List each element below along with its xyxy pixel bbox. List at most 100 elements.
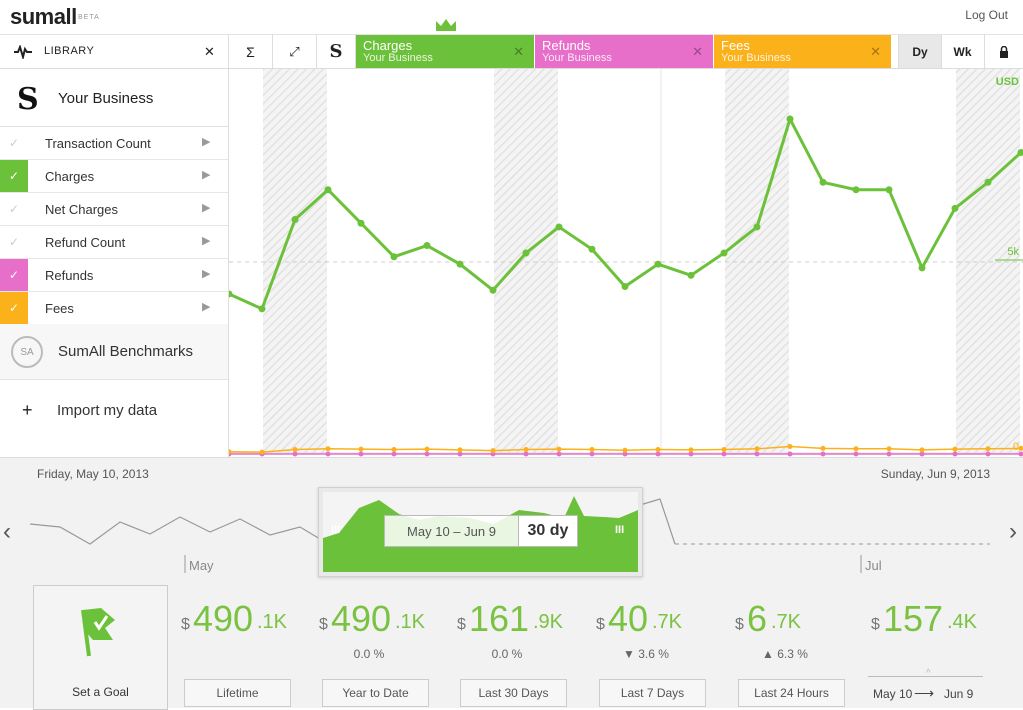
data-point[interactable] [590,447,595,452]
benchmarks-row[interactable]: SA SumAll Benchmarks [0,324,228,380]
data-point[interactable] [524,452,529,457]
data-point[interactable] [590,452,595,457]
data-point[interactable] [656,452,661,457]
check-icon[interactable]: ✓ [0,193,28,225]
data-point[interactable] [425,452,430,457]
data-point[interactable] [755,452,760,457]
check-icon[interactable]: ✓ [0,259,28,291]
data-point[interactable] [326,452,331,457]
goal-card[interactable]: Set a Goal [33,585,168,710]
data-point[interactable] [986,452,991,457]
data-point[interactable] [887,446,892,451]
data-point[interactable] [623,448,628,453]
logout-link[interactable]: Log Out [965,8,1008,22]
data-point[interactable] [458,447,463,452]
data-point[interactable] [392,452,397,457]
data-point[interactable] [787,116,794,123]
close-icon[interactable]: ✕ [870,44,881,60]
tab-fees[interactable]: Fees Your Business ✕ [714,35,891,68]
trend-button[interactable]: ⤢ [273,35,317,68]
data-point[interactable] [688,272,695,279]
timeline-next-arrow[interactable]: › [1009,518,1017,546]
data-point[interactable] [359,452,364,457]
check-icon[interactable]: ✓ [0,160,28,192]
data-point[interactable] [391,253,398,260]
library-bar[interactable]: LIBRARY ✕ [0,35,229,68]
day-button[interactable]: Dy [898,35,942,68]
data-point[interactable] [524,447,529,452]
data-point[interactable] [523,250,530,257]
data-point[interactable] [425,447,430,452]
data-point[interactable] [854,446,859,451]
range-to[interactable]: Jun 9 [944,687,973,701]
data-point[interactable] [689,447,694,452]
data-point[interactable] [854,452,859,457]
data-point[interactable] [358,220,365,227]
sidebar-item-charges[interactable]: ✓Charges▶ [0,160,228,193]
data-point[interactable] [985,179,992,186]
data-point[interactable] [754,223,761,230]
data-point[interactable] [953,452,958,457]
period-button[interactable]: Lifetime [184,679,291,707]
sidebar-item-transaction-count[interactable]: ✓Transaction Count▶ [0,127,228,160]
data-point[interactable] [986,446,991,451]
data-point[interactable] [755,446,760,451]
data-point[interactable] [622,283,629,290]
check-icon[interactable]: ✓ [0,127,28,159]
data-point[interactable] [556,223,563,230]
data-point[interactable] [788,452,793,457]
sidebar-item-refunds[interactable]: ✓Refunds▶ [0,259,228,292]
data-point[interactable] [359,447,364,452]
close-icon[interactable]: ✕ [692,44,703,60]
period-button[interactable]: Last 7 Days [599,679,706,707]
period-button[interactable]: Year to Date [322,679,429,707]
data-point[interactable] [821,446,826,451]
data-point[interactable] [722,452,727,457]
data-point[interactable] [788,444,793,449]
data-point[interactable] [260,450,265,455]
data-point[interactable] [424,242,431,249]
data-point[interactable] [655,261,662,268]
period-button[interactable]: Last 30 Days [460,679,567,707]
drag-handle-right[interactable]: III [615,524,624,536]
check-icon[interactable]: ✓ [0,226,28,258]
week-button[interactable]: Wk [941,35,985,68]
sidebar-item-fees[interactable]: ✓Fees▶ [0,292,228,325]
stripe-button[interactable]: S [317,35,356,68]
lock-button[interactable] [985,35,1023,68]
data-point[interactable] [820,179,827,186]
data-point[interactable] [952,205,959,212]
close-icon[interactable]: ✕ [513,44,524,60]
range-selector[interactable]: III III May 10 – Jun 9 30 dy [318,487,643,577]
tab-charges[interactable]: Charges Your Business ✕ [356,35,534,68]
data-point[interactable] [491,448,496,453]
sumall-logo[interactable]: sumall [10,4,77,30]
data-point[interactable] [722,447,727,452]
tab-refunds[interactable]: Refunds Your Business ✕ [535,35,713,68]
data-point[interactable] [292,216,299,223]
data-point[interactable] [325,186,332,193]
sidebar-item-refund-count[interactable]: ✓Refund Count▶ [0,226,228,259]
close-icon[interactable]: ✕ [204,44,215,60]
data-point[interactable] [656,447,661,452]
data-point[interactable] [887,452,892,457]
data-point[interactable] [589,246,596,253]
timeline-prev-arrow[interactable]: ‹ [3,518,11,546]
data-point[interactable] [721,250,728,257]
data-point[interactable] [953,447,958,452]
data-point[interactable] [853,186,860,193]
period-button[interactable]: Last 24 Hours [738,679,845,707]
data-point[interactable] [326,446,331,451]
data-point[interactable] [557,447,562,452]
sigma-button[interactable]: Σ [229,35,273,68]
data-point[interactable] [259,305,266,312]
main-chart[interactable]: USD 5k 0 [229,69,1023,457]
data-point[interactable] [293,452,298,457]
drag-handle-left[interactable]: III [331,524,340,536]
data-point[interactable] [457,261,464,268]
data-point[interactable] [392,447,397,452]
import-row[interactable]: + Import my data [0,380,228,440]
data-point[interactable] [557,452,562,457]
data-point[interactable] [919,264,926,271]
data-point[interactable] [886,186,893,193]
